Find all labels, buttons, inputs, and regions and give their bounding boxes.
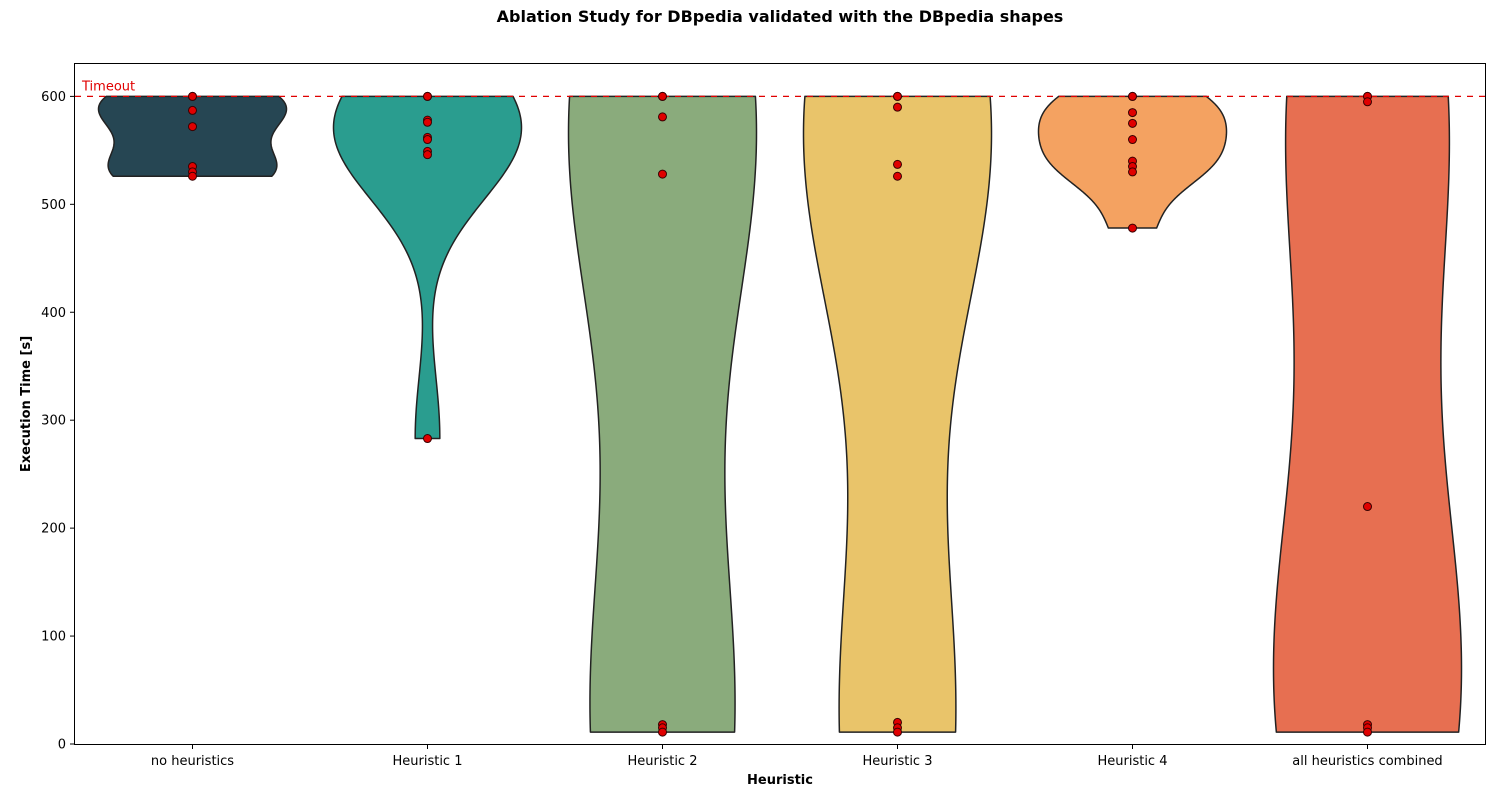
data-point-heuristic-1 [423,150,432,160]
data-point-heuristic-4 [1128,167,1137,177]
chart-title: Ablation Study for DBpedia validated wit… [497,7,1064,26]
data-point-heuristic-1 [423,91,432,101]
data-point-no-heuristics [188,91,197,101]
data-point-all-heuristics-combined [1363,97,1372,107]
violin-all-heuristics-combined [1272,95,1463,733]
x-tick-label: Heuristic 2 [627,754,697,769]
y-tick-label: 0 [58,738,66,753]
x-axis: no heuristics Heuristic 1 Heuristic 2 Heuri… [151,744,1443,769]
data-point-heuristic-4 [1128,135,1137,145]
data-point-heuristic-3 [893,102,902,112]
data-point-all-heuristics-combined [1363,727,1372,737]
data-point-heuristic-4 [1128,108,1137,118]
violin-heuristic-3 [802,95,993,733]
data-point-heuristic-4 [1128,118,1137,128]
y-tick-label: 300 [41,414,66,429]
data-point-heuristic-4 [1128,223,1137,233]
timeout-layer: Timeout [75,79,1485,97]
data-point-no-heuristics [188,105,197,115]
data-point-heuristic-3 [893,91,902,101]
x-tick-label: Heuristic 4 [1097,754,1167,769]
x-tick-label: Heuristic 1 [392,754,462,769]
y-tick-label: 400 [41,306,66,321]
data-point-heuristic-2 [658,169,667,179]
data-point-no-heuristics [188,122,197,132]
plot-frame [74,63,1486,745]
violin-no-heuristics [97,95,288,177]
data-point-heuristic-1 [423,117,432,127]
data-point-heuristic-3 [893,171,902,181]
y-tick-label: 100 [41,630,66,645]
x-axis-label: Heuristic [747,773,813,788]
data-point-heuristic-2 [658,112,667,122]
data-point-heuristic-3 [893,159,902,169]
y-tick-label: 200 [41,522,66,537]
violin-heuristic-2 [567,95,758,733]
violins-layer [97,95,1463,733]
data-point-all-heuristics-combined [1363,502,1372,512]
y-tick-label: 600 [41,90,66,105]
data-point-heuristic-1 [423,135,432,145]
data-point-heuristic-2 [658,727,667,737]
timeout-label: Timeout [81,79,135,94]
data-point-no-heuristics [188,171,197,181]
y-axis-label: Execution Time [s] [19,336,34,472]
y-tick-label: 500 [41,198,66,213]
x-tick-label: all heuristics combined [1292,754,1442,769]
data-point-heuristic-2 [658,91,667,101]
data-point-heuristic-4 [1128,91,1137,101]
x-tick-label: Heuristic 3 [862,754,932,769]
points-layer [188,91,1372,737]
data-point-heuristic-1 [423,434,432,444]
x-tick-label: no heuristics [151,754,234,769]
data-point-heuristic-3 [893,727,902,737]
y-axis: 0 100 200 300 400 500 600 [41,90,75,753]
